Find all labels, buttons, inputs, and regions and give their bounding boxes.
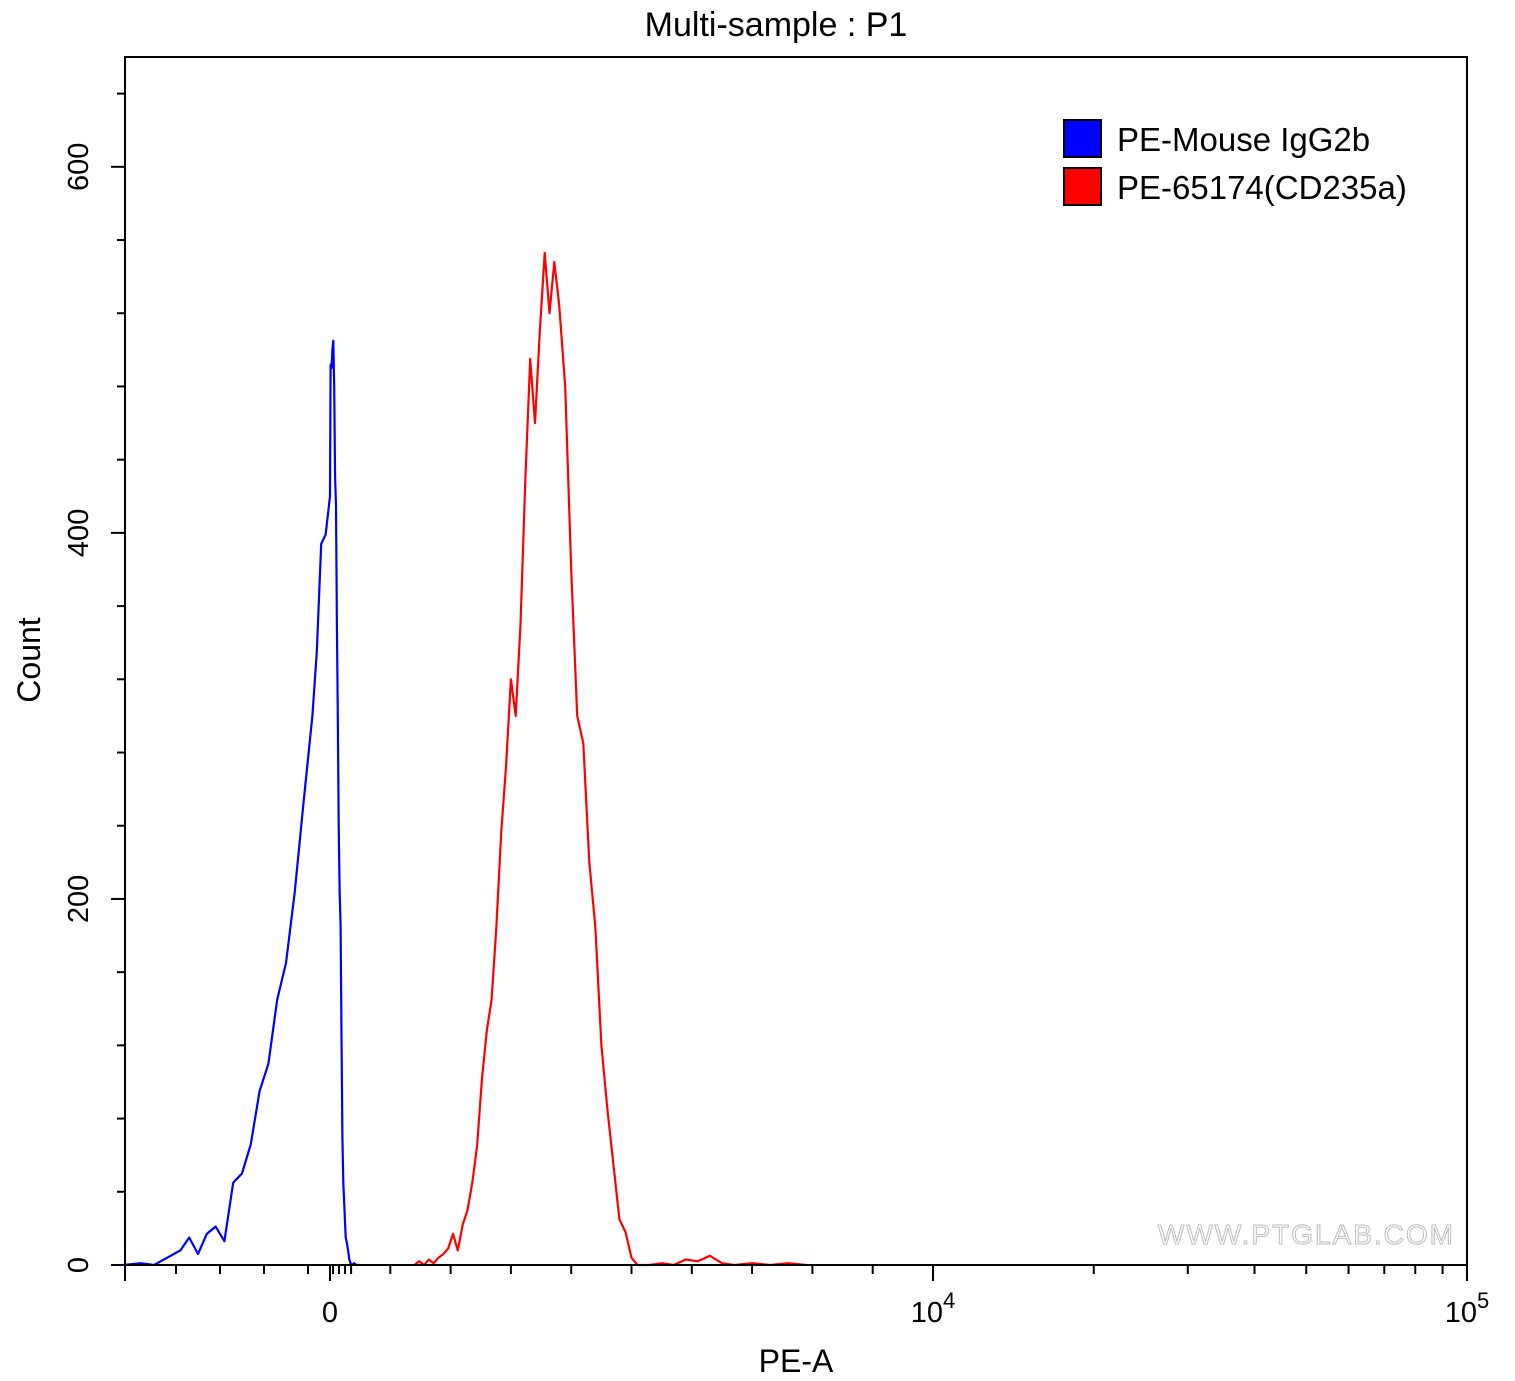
- y-axis-ticks: 0 200 400 600: [63, 92, 125, 1273]
- y-tick-label: 400: [63, 509, 95, 557]
- x-tick-exponent: 4: [943, 1288, 955, 1313]
- legend: PE-Mouse IgG2b PE-65174(CD235a): [1063, 119, 1407, 206]
- legend-swatch: [1063, 119, 1102, 158]
- x-axis-label: PE-A: [759, 1343, 834, 1379]
- watermark-text: WWW.PTGLAB.COM: [1158, 1219, 1455, 1250]
- legend-label: PE-65174(CD235a): [1117, 169, 1407, 206]
- y-axis-label: Count: [11, 617, 47, 703]
- x-tick-label: 105: [1445, 1288, 1490, 1329]
- x-tick-label: 0: [322, 1297, 338, 1329]
- legend-swatch: [1063, 167, 1102, 206]
- y-tick-label: 600: [63, 143, 95, 191]
- chart-title: Multi-sample : P1: [645, 6, 908, 44]
- x-axis-ticks: 0 104 105: [124, 1265, 1490, 1329]
- plot-frame: [124, 56, 1468, 1266]
- y-tick-label: 0: [63, 1257, 95, 1273]
- x-tick-label: 104: [911, 1288, 956, 1329]
- legend-label: PE-Mouse IgG2b: [1117, 121, 1370, 158]
- y-tick-label: 200: [63, 875, 95, 923]
- series-lines: [123, 251, 807, 1267]
- x-tick-exponent: 5: [1477, 1288, 1489, 1313]
- series-line-1: [123, 339, 359, 1267]
- series-line-2: [413, 251, 807, 1267]
